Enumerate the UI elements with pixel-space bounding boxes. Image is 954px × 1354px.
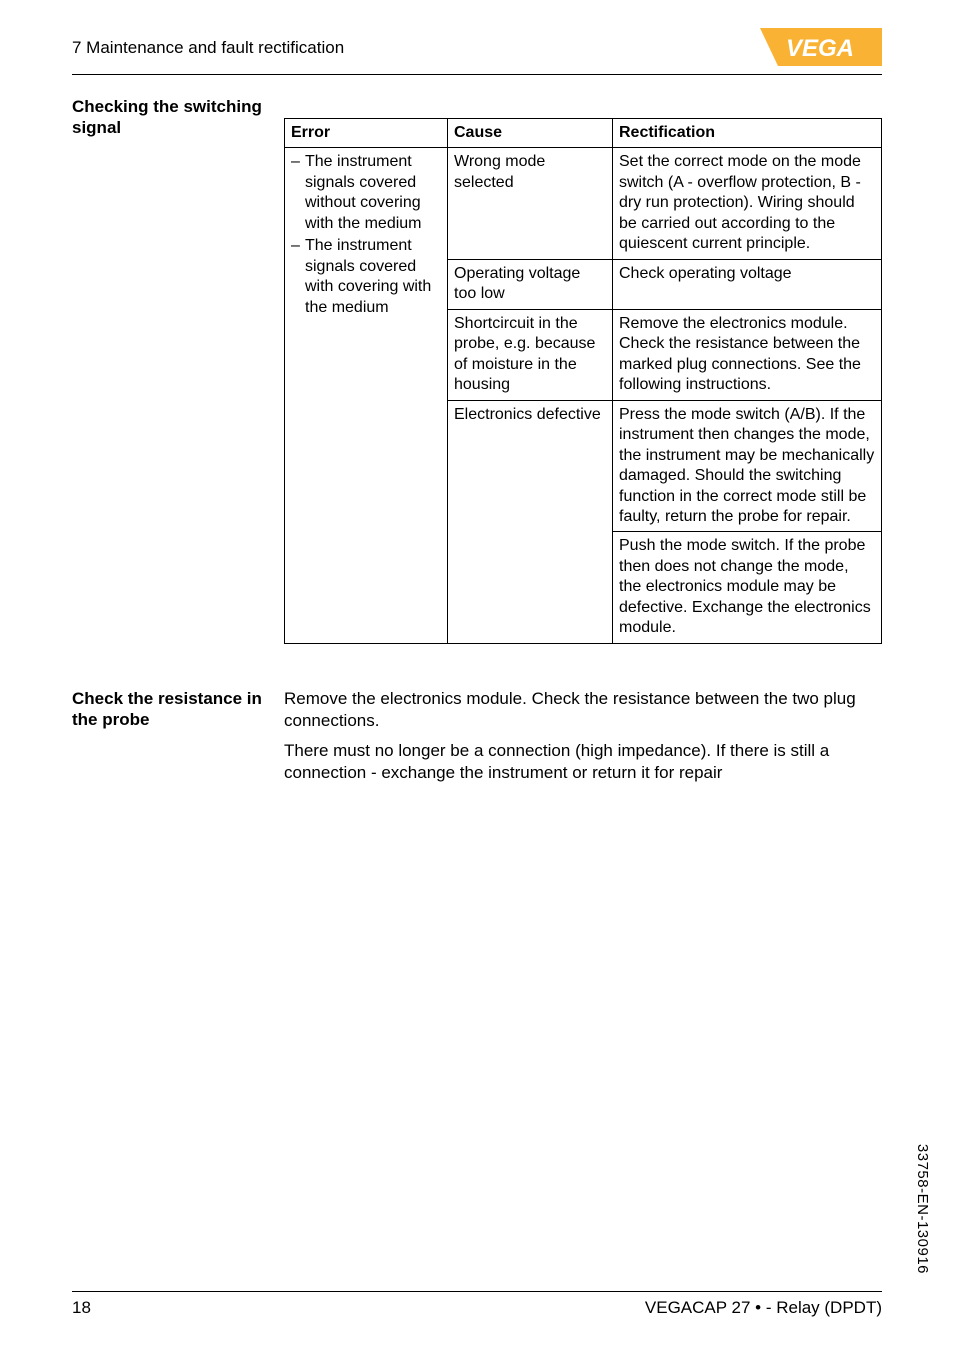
td-cause: Shortcircuit in the probe, e.g. because … bbox=[448, 309, 613, 400]
th-cause: Cause bbox=[448, 119, 613, 148]
error-item: The instrument signals covered without c… bbox=[291, 152, 441, 234]
error-list: The instrument signals covered without c… bbox=[291, 152, 441, 318]
page-header: 7 Maintenance and fault rectification VE… bbox=[72, 38, 882, 75]
td-cause: Electronics defective bbox=[448, 400, 613, 643]
fault-table: Error Cause Rectification The instrument… bbox=[284, 118, 882, 644]
td-rect: Set the correct mode on the mode switch … bbox=[613, 148, 882, 259]
table-row: The instrument signals covered without c… bbox=[285, 148, 882, 259]
table-header-row: Error Cause Rectification bbox=[285, 119, 882, 148]
body-paragraph-1: Remove the electronics module. Check the… bbox=[284, 688, 882, 732]
body-paragraph-2: There must no longer be a connection (hi… bbox=[284, 740, 882, 784]
vega-logo: VEGA bbox=[760, 28, 882, 66]
td-rect: Push the mode switch. If the probe then … bbox=[613, 532, 882, 643]
sidebar-check-resistance: Check the resistance in the probe bbox=[72, 688, 272, 731]
th-error: Error bbox=[285, 119, 448, 148]
footer-product: VEGACAP 27 • - Relay (DPDT) bbox=[645, 1298, 882, 1318]
th-rect: Rectification bbox=[613, 119, 882, 148]
page-footer: 18 VEGACAP 27 • - Relay (DPDT) bbox=[72, 1291, 882, 1320]
sidebar-checking-signal: Checking the switching signal bbox=[72, 96, 272, 139]
svg-text:VEGA: VEGA bbox=[786, 35, 854, 62]
td-error: The instrument signals covered without c… bbox=[285, 148, 448, 643]
td-rect: Remove the electronics module. Check the… bbox=[613, 309, 882, 400]
error-item: The instrument signals covered with cove… bbox=[291, 236, 441, 318]
td-rect: Press the mode switch (A/B). If the inst… bbox=[613, 400, 882, 532]
td-cause: Operating voltage too low bbox=[448, 259, 613, 309]
side-doc-code: 33758-EN-130916 bbox=[914, 1144, 931, 1274]
td-rect: Check operating voltage bbox=[613, 259, 882, 309]
header-section-title: 7 Maintenance and fault rectification bbox=[72, 38, 344, 57]
footer-page-number: 18 bbox=[72, 1298, 91, 1318]
td-cause: Wrong mode selected bbox=[448, 148, 613, 259]
